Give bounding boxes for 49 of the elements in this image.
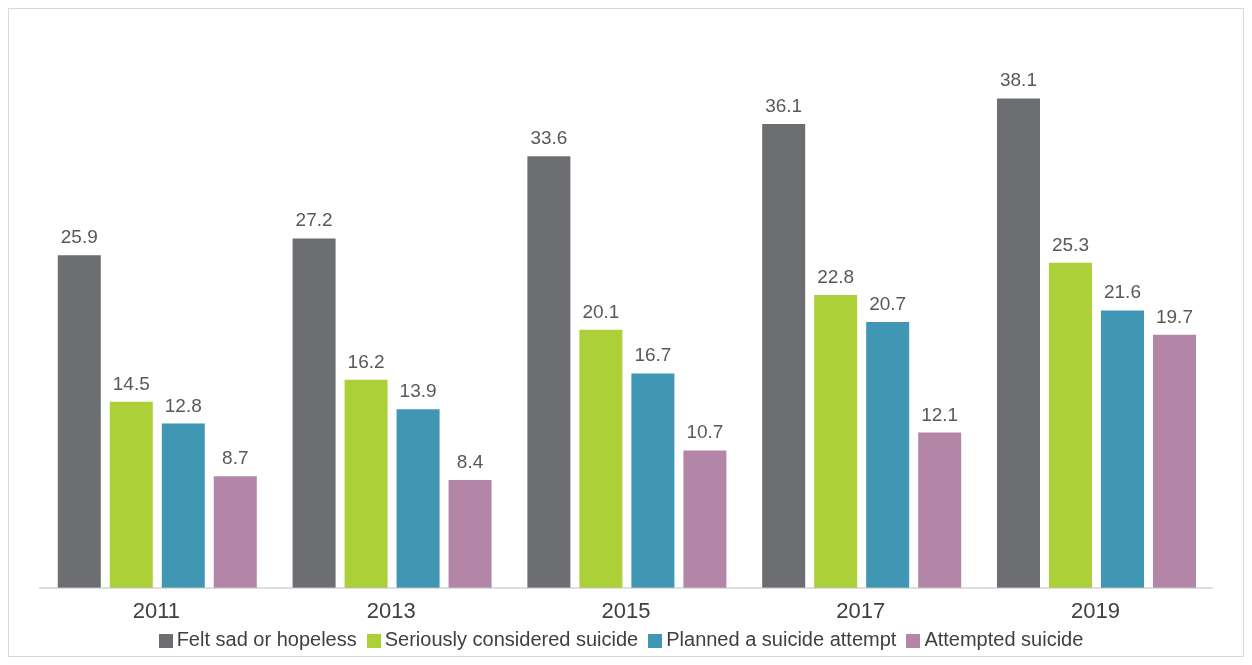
bar (579, 329, 623, 588)
bar (918, 432, 962, 588)
bar (292, 238, 336, 588)
bar (683, 450, 727, 588)
bar (109, 401, 153, 588)
bar (527, 156, 571, 588)
bar (866, 321, 910, 588)
data-label: 14.5 (112, 372, 150, 394)
data-label: 33.6 (530, 127, 568, 149)
data-label: 27.2 (295, 209, 333, 231)
bar (448, 480, 492, 588)
bar (213, 476, 257, 588)
x-tick-label: 2017 (836, 597, 886, 623)
bar (996, 98, 1040, 588)
data-label: 13.9 (399, 380, 437, 402)
legend-label: Attempted suicide (924, 628, 1084, 650)
x-tick-label: 2019 (1071, 597, 1121, 623)
data-label: 19.7 (1155, 305, 1193, 327)
data-label: 20.7 (869, 292, 907, 314)
data-label: 38.1 (999, 69, 1037, 91)
bar (161, 423, 205, 588)
x-tick-label: 2015 (601, 597, 651, 623)
data-label: 8.7 (222, 447, 249, 469)
data-label: 12.1 (921, 403, 959, 425)
data-label: 21.6 (1103, 281, 1141, 303)
bar (762, 124, 806, 588)
bar (57, 255, 101, 588)
legend-label: Planned a suicide attempt (666, 628, 897, 650)
data-label: 22.8 (817, 266, 855, 287)
bar (631, 373, 675, 588)
data-label: 10.7 (686, 421, 724, 443)
bar (396, 409, 440, 588)
data-label: 8.4 (456, 451, 484, 473)
data-label: 12.8 (164, 394, 202, 416)
bar (344, 379, 388, 588)
data-label: 25.9 (60, 226, 98, 248)
bar (1048, 262, 1092, 588)
legend-label: Felt sad or hopeless (176, 628, 357, 650)
x-tick-label: 2011 (132, 597, 181, 623)
bar (1100, 310, 1144, 588)
bar (814, 295, 858, 588)
data-label: 16.2 (347, 350, 385, 372)
legend-label: Seriously considered suicide (384, 628, 639, 650)
data-label: 25.3 (1051, 233, 1089, 255)
data-label: 16.7 (634, 344, 672, 366)
x-tick-label: 2013 (366, 597, 416, 623)
data-label: 36.1 (765, 95, 803, 117)
bar (1152, 334, 1196, 588)
data-label: 20.1 (582, 300, 620, 322)
